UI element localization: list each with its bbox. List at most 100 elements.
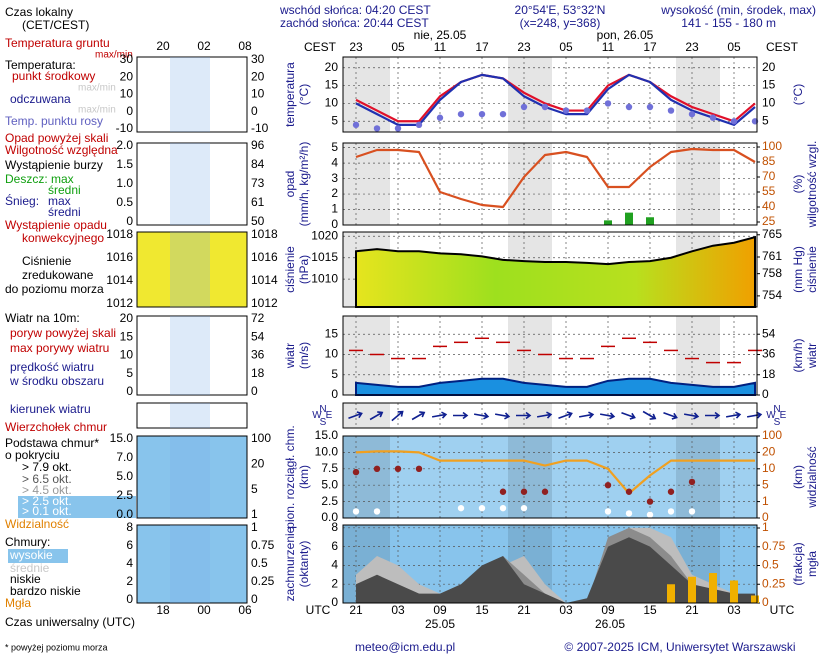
x-tick-label: 05 xyxy=(391,40,405,54)
dot xyxy=(373,465,381,472)
mini-tick-label: 20 xyxy=(251,457,265,471)
mini-tick-label: 10 xyxy=(251,87,265,101)
bar xyxy=(688,576,696,603)
mini-tick-label: 1016 xyxy=(251,250,278,264)
mini-tick-label: 1014 xyxy=(106,273,133,287)
y-tick-label: 0 xyxy=(331,217,338,231)
x-tick-label: 15 xyxy=(643,603,657,617)
panel-frame xyxy=(342,402,758,429)
y-tick-label: 3 xyxy=(331,171,338,185)
panel-bg xyxy=(343,316,757,395)
y-tick-label: 10.0 xyxy=(315,445,339,459)
y2-tick-label: 0 xyxy=(762,595,769,609)
y2-tick-label: 0.5 xyxy=(762,558,779,572)
bar xyxy=(751,595,759,603)
y-tick-label: 5 xyxy=(331,113,338,127)
y-tick-label: 5 xyxy=(331,140,338,154)
mini-tick-label: 0 xyxy=(251,592,258,606)
y2-axis-unit: (frakcja) xyxy=(791,542,805,585)
dot xyxy=(604,482,612,489)
mini-panel xyxy=(136,315,248,396)
y2-axis-unit: (km/h) xyxy=(791,339,805,373)
y-axis-label: ciśnienie xyxy=(283,246,297,293)
wind-arrow xyxy=(473,412,490,420)
mini-tick-label: 1012 xyxy=(106,296,133,310)
mini-night xyxy=(170,436,210,518)
mini-tick-label: 96 xyxy=(251,138,265,152)
panel-bg xyxy=(343,57,757,132)
grid-point: (x=248, y=368) xyxy=(520,16,601,30)
y2-axis-unit: (%) xyxy=(791,175,805,194)
legend-label: o pokryciu xyxy=(5,448,60,462)
dot xyxy=(646,103,654,111)
legend-label: max/min xyxy=(78,105,116,116)
dot xyxy=(520,488,528,495)
y-axis-unit: (mm/h, kg/m²/h) xyxy=(297,142,311,227)
dot xyxy=(520,103,528,111)
y2-axis-unit: (km) xyxy=(791,465,805,489)
dot xyxy=(583,107,591,114)
x-tick-label: 05 xyxy=(727,40,741,54)
night-band xyxy=(343,143,390,225)
dot xyxy=(646,498,654,505)
y2-tick-label: 761 xyxy=(762,249,782,263)
mini-night xyxy=(170,57,210,132)
legend-label: Widzialność xyxy=(5,517,69,531)
y2-tick-label: 765 xyxy=(762,227,782,241)
mini-panel xyxy=(136,231,248,308)
mini-tick-label: 20 xyxy=(120,311,134,325)
x-tick-label: 21 xyxy=(685,603,699,617)
area xyxy=(355,377,756,396)
wind-arrow xyxy=(411,411,426,421)
y2-tick-label: 54 xyxy=(762,326,776,340)
y-axis-label: temperatura xyxy=(283,62,297,127)
line xyxy=(355,147,756,209)
mini-panel xyxy=(136,524,248,604)
legend-label: max/min xyxy=(95,50,133,61)
x-tick-label: 09 xyxy=(601,603,615,617)
night-band xyxy=(343,403,390,428)
dot xyxy=(646,511,654,518)
mini-tick-label: -10 xyxy=(251,121,269,135)
mini-hour: 08 xyxy=(238,39,252,53)
y2-tick-label: 85 xyxy=(762,154,776,168)
mini-tick-label: 15 xyxy=(120,329,134,343)
dot xyxy=(604,100,612,107)
mini-tick-label: 5.0 xyxy=(116,469,133,483)
mini-hour: 18 xyxy=(156,603,170,617)
x-tick-label: 11 xyxy=(602,40,615,54)
dot xyxy=(457,504,465,512)
legend-label: > 7.9 okt. xyxy=(22,460,72,474)
y2-tick-label: 18 xyxy=(762,367,776,381)
night-band xyxy=(343,316,390,395)
y2-tick-label: 754 xyxy=(762,288,782,302)
mini-tick-label: 1018 xyxy=(251,227,278,241)
mini-tick-label: 0 xyxy=(251,384,258,398)
date-bottom: 25.05 xyxy=(425,617,455,631)
bar xyxy=(625,212,633,225)
legend-label: konwekcyjnego xyxy=(22,231,104,245)
mini-tick-label: 100 xyxy=(251,431,271,445)
legend-label: Deszcz: max xyxy=(5,172,74,186)
y-tick-label: 20 xyxy=(325,60,339,74)
wind-arrow xyxy=(516,411,532,420)
dot xyxy=(373,125,381,132)
mini-tick-label: 0 xyxy=(126,384,133,398)
sunrise: wschód słońca: 04:20 CEST xyxy=(279,3,431,17)
x-tick-label: 17 xyxy=(643,40,657,54)
mini-tick-label: 1.0 xyxy=(116,176,133,190)
x-tick-label: 21 xyxy=(517,603,531,617)
panel-frame xyxy=(342,524,758,604)
tz-label: UTC xyxy=(770,603,795,617)
mini-tick-label: 1018 xyxy=(106,227,133,241)
y-axis-label: opad xyxy=(283,171,297,198)
y2-tick-label: 100 xyxy=(762,139,782,153)
dot xyxy=(436,114,444,121)
legend-label: max/min xyxy=(78,83,116,94)
y2-axis-label: wiatr xyxy=(805,343,819,369)
wind-arrow xyxy=(536,411,553,419)
y-tick-label: 10 xyxy=(325,347,339,361)
legend-label: (CET/CEST) xyxy=(22,18,89,32)
mini-tick-label: 84 xyxy=(251,157,265,171)
